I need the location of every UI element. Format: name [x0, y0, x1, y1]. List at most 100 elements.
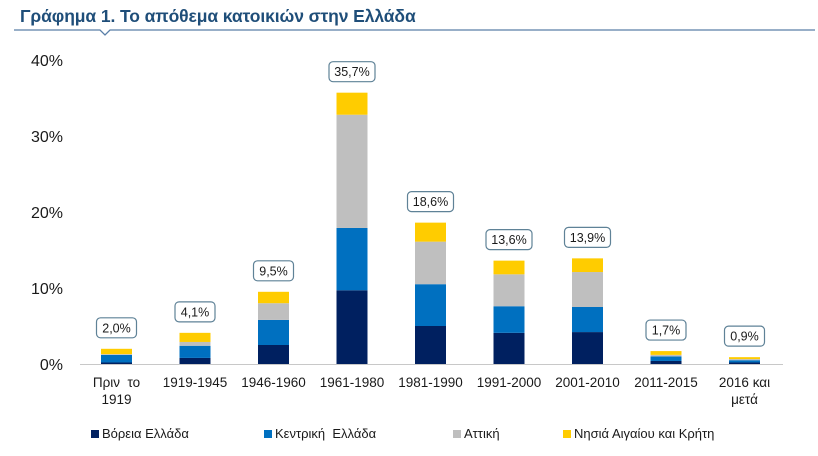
bar-stack: [493, 260, 525, 364]
bar-segment: [729, 360, 760, 363]
bar-stack: [101, 348, 132, 364]
bar-segment: [336, 227, 368, 291]
bar-segment: [101, 354, 132, 355]
bar-segment: [572, 307, 603, 333]
total-label-box: [645, 319, 687, 341]
total-label: 35,7%: [328, 61, 376, 83]
x-tick-label: 1961-1980: [320, 375, 385, 390]
total-label: 9,5%: [252, 260, 295, 282]
x-tick-label: 1946-1960: [241, 375, 306, 390]
bar-segment: [101, 362, 132, 364]
bar-segment: [179, 345, 211, 358]
bar-segment: [650, 356, 682, 361]
bar-segment: [258, 291, 289, 304]
x-tick-label: 1991-2000: [477, 375, 542, 390]
bar-segment: [650, 360, 682, 364]
x-tick-label: 1919: [101, 392, 131, 407]
bar-stack: [258, 291, 289, 364]
bar-stack: [572, 258, 603, 364]
total-labels: 2,0% 4,1% 9,5% 35,7% 18,6% 13,6% 13,9% 1,7% 0,9%: [95, 61, 766, 347]
legend-item: Νησιά Αιγαίου και Κρήτη: [563, 426, 714, 441]
total-label: 1,7%: [645, 319, 687, 341]
bar-segment: [415, 241, 446, 285]
total-label: 2,0%: [95, 317, 138, 339]
total-label-box: [328, 61, 376, 83]
total-label-box: [95, 317, 138, 339]
total-label: 13,6%: [485, 229, 533, 251]
legend-label: Κεντρική Ελλάδα: [275, 426, 377, 441]
x-axis: Πριν το 1919 1919-1945 1946-1960 1961-1980 19…: [93, 375, 770, 407]
bar-segment: [258, 303, 289, 320]
bar-segment: [729, 357, 760, 360]
total-label-text: 13,9%: [570, 231, 605, 245]
legend-item: Βόρεια Ελλάδα: [91, 426, 189, 441]
total-label-text: 13,6%: [491, 233, 526, 247]
legend-label: Βόρεια Ελλάδα: [102, 426, 189, 441]
total-label-box: [723, 325, 766, 347]
total-label: 18,6%: [406, 191, 455, 213]
bar-stack: [415, 222, 446, 364]
x-tick-label: Πριν το: [93, 375, 140, 390]
bar-stack: [336, 92, 368, 364]
legend-item: Κεντρική Ελλάδα: [264, 426, 376, 441]
total-label-text: 35,7%: [334, 65, 369, 79]
bar-segment: [101, 354, 132, 363]
total-label-text: 18,6%: [413, 195, 448, 209]
bar-segment: [493, 306, 525, 333]
total-label: 13,9%: [563, 226, 612, 248]
total-label-text: 9,5%: [259, 264, 288, 278]
bar-segment: [415, 326, 446, 364]
y-tick-label: 20%: [31, 205, 63, 222]
total-label: 0,9%: [723, 325, 766, 347]
bar-segment: [493, 260, 525, 275]
bar-segment: [729, 359, 760, 361]
total-label-box: [563, 226, 612, 248]
total-label-box: [252, 260, 295, 282]
legend-swatch: [453, 429, 461, 438]
bar-segment: [415, 284, 446, 326]
total-label-text: 4,1%: [181, 305, 210, 319]
bar-segment: [336, 114, 368, 228]
y-tick-label: 10%: [31, 281, 63, 298]
legend-swatch: [563, 429, 571, 438]
y-tick-label: 30%: [31, 129, 63, 146]
x-tick-label: 1919-1945: [163, 375, 228, 390]
chart-title: Γράφημα 1. Το απόθεμα κατοικιών στην Ελλ…: [20, 6, 416, 26]
legend-label: Νησιά Αιγαίου και Κρήτη: [574, 426, 715, 441]
total-label-box: [406, 191, 455, 213]
bar-segment: [336, 290, 368, 364]
legend: Βόρεια Ελλάδα Κεντρική Ελλάδα Αττική Νησιά …: [0, 426, 818, 446]
bars: [101, 92, 760, 364]
y-axis: 0% 10% 20% 30% 40%: [31, 53, 63, 374]
legend-item: Αττική: [453, 426, 500, 441]
bar-segment: [572, 272, 603, 307]
bar-segment: [258, 345, 289, 364]
bar-stack: [729, 357, 760, 364]
bar-segment: [572, 332, 603, 364]
x-tick-label: μετά: [731, 392, 758, 407]
bar-stack: [650, 351, 682, 364]
legend-swatch: [264, 429, 272, 438]
total-label-box: [485, 229, 533, 251]
title-underline-line: [14, 29, 815, 36]
bar-stack: [179, 332, 211, 364]
total-label-text: 0,9%: [730, 330, 759, 344]
bar-segment: [729, 362, 760, 364]
bar-segment: [572, 258, 603, 273]
bar-segment: [650, 351, 682, 355]
total-label-box: [174, 301, 216, 323]
y-tick-label: 0%: [40, 357, 63, 374]
y-tick-label: 40%: [31, 53, 63, 70]
stacked-bar-chart: 0% 10% 20% 30% 40% 2,0% 4,1% 9,5% 35,7% 18,6% 13,…: [31, 53, 783, 407]
title-underline: [14, 29, 815, 36]
legend-label: Αττική: [464, 426, 500, 441]
bar-segment: [493, 274, 525, 307]
x-tick-label: 2011-2015: [634, 375, 698, 390]
x-tick-label: 2016 και: [719, 375, 770, 390]
bar-segment: [336, 92, 368, 115]
bar-segment: [258, 319, 289, 345]
bar-segment: [179, 332, 211, 342]
bar-segment: [493, 332, 525, 364]
bar-segment: [415, 222, 446, 242]
legend-swatch: [91, 429, 99, 438]
